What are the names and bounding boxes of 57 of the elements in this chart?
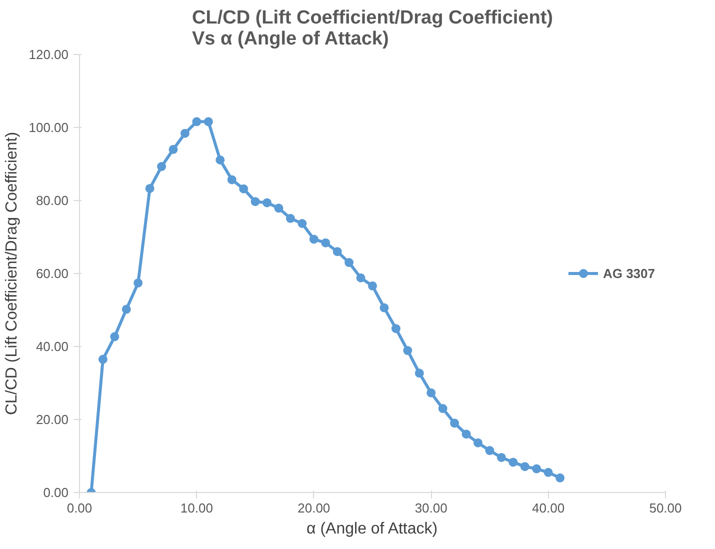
point [520, 462, 530, 472]
point [168, 144, 178, 154]
y-tick-label: 100.00 [28, 120, 69, 135]
point [508, 458, 518, 467]
point [180, 128, 190, 138]
point [426, 388, 436, 398]
point [414, 368, 424, 378]
x-tick-label: 0.00 [66, 500, 92, 516]
point [262, 198, 272, 208]
y-tick-label: 0.00 [43, 485, 69, 500]
y-tick-label: 20.00 [36, 412, 69, 427]
point [216, 155, 225, 164]
x-axis-title: α (Angle of Attack) [306, 520, 438, 538]
point [192, 117, 202, 126]
point [239, 184, 248, 194]
y-tick-label: 80.00 [36, 193, 69, 208]
point [134, 278, 143, 288]
point [204, 117, 213, 126]
x-tick-label: 10.00 [180, 500, 213, 516]
y-axis-title: CL/CD (Lift Coefficient/Drag Coefficient) [4, 132, 21, 416]
point [274, 204, 284, 213]
chart-title: CL/CD (Lift Coefficient/Drag Coefficient) Vs α (Angle of Attack) [192, 8, 554, 50]
point [145, 184, 154, 193]
point [532, 464, 542, 474]
point [391, 324, 400, 334]
x-tick-label: 50.00 [649, 500, 682, 516]
point [250, 197, 260, 206]
point [450, 418, 460, 428]
point [321, 238, 330, 248]
y-tick-label: 60.00 [36, 266, 69, 281]
legend-label: AG 3307 [602, 266, 655, 280]
point [462, 430, 471, 439]
point [157, 162, 166, 172]
point [473, 438, 482, 448]
point [286, 214, 295, 223]
point [368, 281, 377, 290]
point [356, 273, 366, 282]
point [122, 304, 131, 314]
point [403, 346, 412, 356]
point [98, 354, 108, 364]
point [344, 258, 354, 268]
y-tick-label: 40.00 [36, 339, 69, 354]
point [485, 446, 494, 456]
point [110, 332, 120, 342]
y-tick-label: 120.00 [28, 47, 69, 62]
point [556, 473, 565, 482]
point [496, 452, 506, 462]
point [309, 234, 318, 244]
point [544, 468, 553, 477]
point [332, 247, 342, 256]
point [298, 219, 307, 228]
point [438, 404, 448, 414]
x-tick-label: 20.00 [298, 500, 330, 516]
x-tick-label: 40.00 [532, 500, 565, 516]
point [227, 175, 236, 184]
x-tick-label: 30.00 [414, 500, 448, 516]
point [380, 303, 389, 312]
